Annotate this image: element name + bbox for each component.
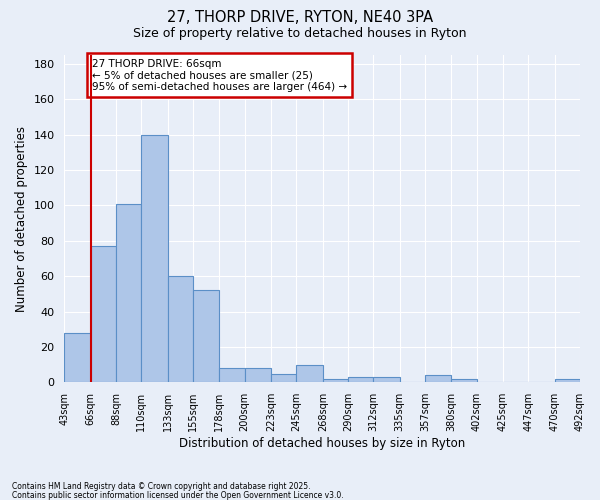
Bar (348, 377, 373, 382)
Bar (296, 364, 323, 382)
Bar (451, 379, 476, 382)
Bar (220, 368, 245, 382)
Y-axis label: Number of detached properties: Number of detached properties (15, 126, 28, 312)
Bar (271, 374, 296, 382)
Text: 27, THORP DRIVE, RYTON, NE40 3PA: 27, THORP DRIVE, RYTON, NE40 3PA (167, 10, 433, 25)
Bar (323, 379, 348, 382)
Bar (193, 290, 220, 382)
Text: Size of property relative to detached houses in Ryton: Size of property relative to detached ho… (133, 28, 467, 40)
Bar (425, 376, 451, 382)
Bar (142, 134, 168, 382)
Bar (64, 333, 91, 382)
Text: Contains HM Land Registry data © Crown copyright and database right 2025.: Contains HM Land Registry data © Crown c… (12, 482, 311, 491)
Bar (116, 204, 142, 382)
Bar (168, 276, 193, 382)
Bar (245, 368, 271, 382)
Bar (555, 379, 580, 382)
Bar (91, 246, 116, 382)
Bar (373, 377, 400, 382)
Text: 27 THORP DRIVE: 66sqm
← 5% of detached houses are smaller (25)
95% of semi-detac: 27 THORP DRIVE: 66sqm ← 5% of detached h… (92, 58, 347, 92)
Text: Contains public sector information licensed under the Open Government Licence v3: Contains public sector information licen… (12, 490, 344, 500)
X-axis label: Distribution of detached houses by size in Ryton: Distribution of detached houses by size … (179, 437, 466, 450)
